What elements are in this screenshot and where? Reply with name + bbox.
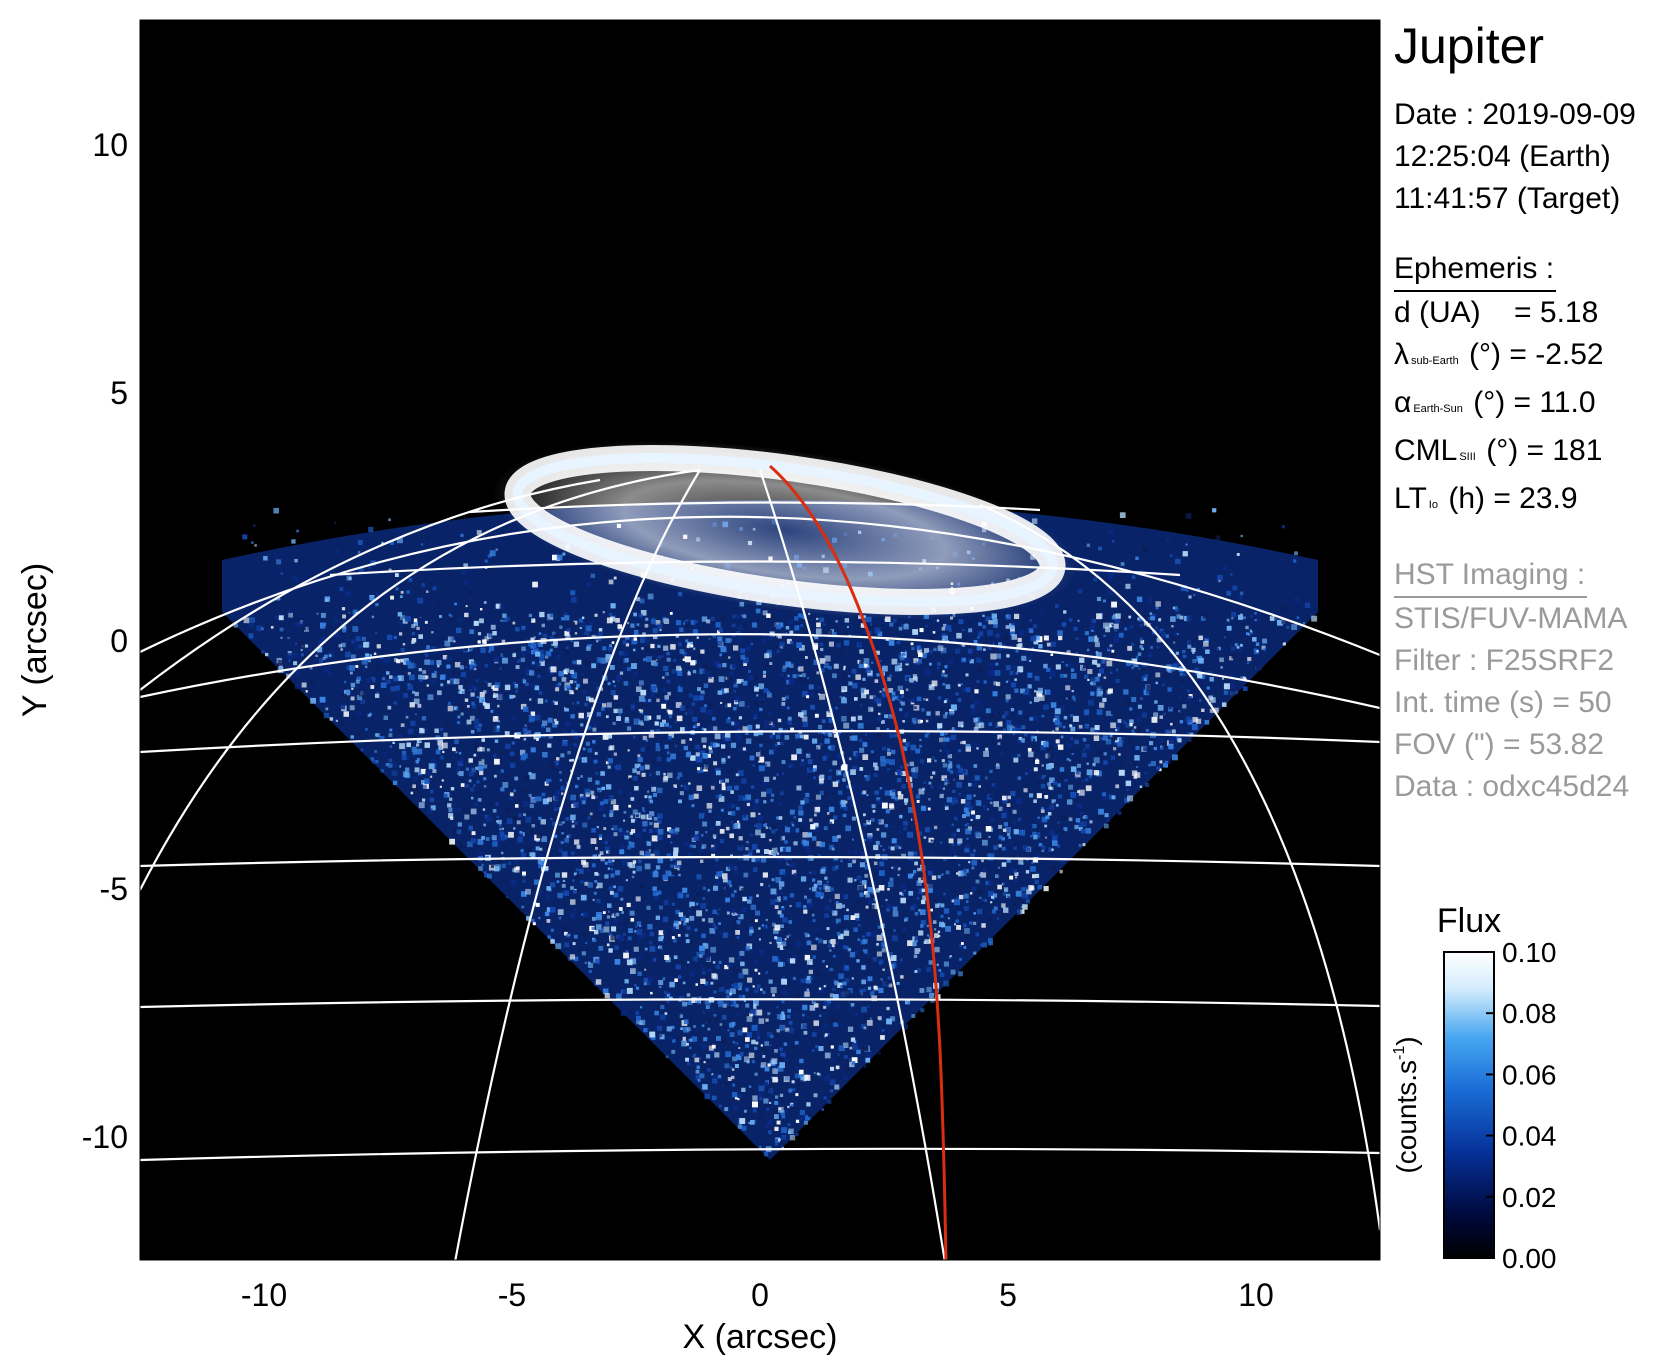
io-footprint-trace bbox=[768, 464, 948, 1260]
latitude-line bbox=[140, 998, 1380, 1009]
latitude-line bbox=[140, 515, 1380, 657]
aurora-image bbox=[140, 440, 1380, 1260]
field-of-view: FOV (") = 53.82 bbox=[1394, 728, 1604, 761]
colorbar-tick-label: 0.06 bbox=[1502, 1059, 1557, 1090]
colorbar-tick-label: 0.00 bbox=[1502, 1243, 1557, 1274]
integration-time: Int. time (s) = 50 bbox=[1394, 686, 1612, 719]
cml-row: CML SIII (°) = 181 bbox=[1394, 434, 1603, 467]
x-axis-ticks: -10 -5 0 5 10 bbox=[241, 1277, 1274, 1313]
colorbar-title: Flux bbox=[1437, 902, 1501, 940]
x-tick-label: 5 bbox=[999, 1277, 1017, 1313]
hst-heading: HST Imaging : bbox=[1394, 554, 1588, 598]
latitude-line bbox=[469, 501, 1041, 514]
sub-earth-latitude-row: λ sub-Earth (°) = -2.52 bbox=[1394, 338, 1604, 371]
y-tick-label: 10 bbox=[92, 127, 128, 163]
x-tick-label: 10 bbox=[1238, 1277, 1274, 1313]
x-tick-label: -10 bbox=[241, 1277, 287, 1313]
longitude-line bbox=[140, 478, 601, 691]
distance-row: d (UA) = 5.18 bbox=[1394, 296, 1599, 329]
y-tick-label: 5 bbox=[110, 375, 128, 411]
colorbar-tick-label: 0.08 bbox=[1502, 998, 1557, 1029]
io-local-time-row: LT Io (h) = 23.9 bbox=[1394, 482, 1578, 515]
longitude-line bbox=[979, 503, 1380, 1231]
target-time: 11:41:57 (Target) bbox=[1394, 182, 1621, 215]
latitude-line bbox=[140, 633, 1380, 710]
colorbar-tick-label: 0.10 bbox=[1502, 937, 1557, 968]
y-tick-label: -5 bbox=[100, 871, 128, 907]
colorbar-gradient bbox=[1443, 951, 1495, 1259]
latitude-line bbox=[329, 560, 1181, 577]
colorbar-tick-label: 0.04 bbox=[1502, 1121, 1557, 1152]
y-tick-label: -10 bbox=[82, 1119, 128, 1155]
colorbar-tick-label: 0.02 bbox=[1502, 1182, 1557, 1213]
hst-imaging-block: HST Imaging : STIS/FUV-MAMA Filter : F25… bbox=[1394, 544, 1676, 808]
y-tick-label: 0 bbox=[110, 623, 128, 659]
instrument: STIS/FUV-MAMA bbox=[1394, 602, 1628, 635]
latitude-line bbox=[140, 729, 1380, 754]
target-title: Jupiter bbox=[1394, 18, 1545, 74]
latitude-line bbox=[140, 1147, 1380, 1162]
date-line: Date : 2019-09-09 bbox=[1394, 98, 1636, 131]
earth-time: 12:25:04 (Earth) bbox=[1394, 140, 1611, 173]
x-axis-label: X (arcsec) bbox=[683, 1318, 838, 1356]
emission-region bbox=[222, 500, 1318, 1160]
x-tick-label: -5 bbox=[498, 1277, 526, 1313]
latitude-line bbox=[140, 855, 1380, 868]
longitude-line bbox=[454, 469, 701, 1260]
dataset-id: Data : odxc45d24 bbox=[1394, 770, 1630, 803]
planet-grid bbox=[140, 468, 1380, 1260]
info-panel: Jupiter Date : 2019-09-09 12:25:04 (Eart… bbox=[1394, 16, 1676, 808]
filter: Filter : F25SRF2 bbox=[1394, 644, 1615, 677]
phase-angle-row: α Earth-Sun (°) = 11.0 bbox=[1394, 386, 1596, 419]
colorbar: Flux 0.10 0.08 0.06 0.04 0.02 0.00 (counts.s-… bbox=[1391, 902, 1557, 1274]
y-axis-label: Y (arcsec) bbox=[16, 563, 54, 717]
ephemeris-heading: Ephemeris : bbox=[1394, 248, 1557, 292]
y-axis-ticks: 10 5 0 -5 -10 bbox=[82, 127, 128, 1155]
colorbar-unit-label: (counts.s-1) bbox=[1391, 1036, 1422, 1173]
longitude-line bbox=[758, 469, 946, 1260]
colorbar-ticks: 0.10 0.08 0.06 0.04 0.02 0.00 bbox=[1486, 937, 1557, 1274]
longitude-line bbox=[140, 468, 701, 891]
x-tick-label: 0 bbox=[751, 1277, 769, 1313]
